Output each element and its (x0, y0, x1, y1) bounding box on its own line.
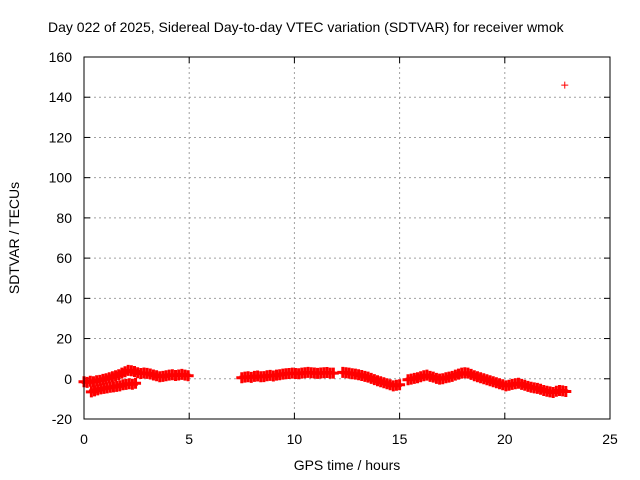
y-tick-label: 120 (49, 129, 73, 145)
y-tick-label: 40 (56, 290, 72, 306)
axis-ticks (83, 56, 611, 420)
y-tick-labels: -20 0 20 40 60 80 100 120 140 160 (49, 49, 73, 427)
y-tick-label: 20 (56, 331, 72, 347)
x-tick-labels: 0 5 10 15 20 25 (80, 431, 618, 447)
data-point (130, 377, 142, 389)
x-tick-label: 25 (602, 431, 618, 447)
chart-title: Day 022 of 2025, Sidereal Day-to-day VTE… (48, 19, 564, 35)
y-tick-label: 160 (49, 49, 73, 65)
data-point (561, 81, 569, 89)
x-tick-label: 20 (497, 431, 513, 447)
y-axis-label: SDTVAR / TECUs (6, 182, 22, 294)
plot-frame (83, 56, 611, 420)
x-tick-label: 15 (392, 431, 408, 447)
grid-lines (84, 57, 610, 419)
y-tick-label: -20 (52, 411, 72, 427)
data-point (394, 379, 406, 391)
data-point (182, 370, 194, 382)
y-tick-label: 100 (49, 170, 73, 186)
data-points (78, 81, 572, 398)
x-axis-label: GPS time / hours (294, 457, 401, 473)
data-point (327, 367, 339, 379)
y-tick-label: 80 (56, 210, 72, 226)
x-tick-label: 10 (287, 431, 303, 447)
y-tick-label: 60 (56, 250, 72, 266)
x-tick-label: 0 (80, 431, 88, 447)
x-tick-label: 5 (185, 431, 193, 447)
y-tick-label: 140 (49, 89, 73, 105)
data-point (560, 385, 572, 397)
y-tick-label: 0 (64, 371, 72, 387)
